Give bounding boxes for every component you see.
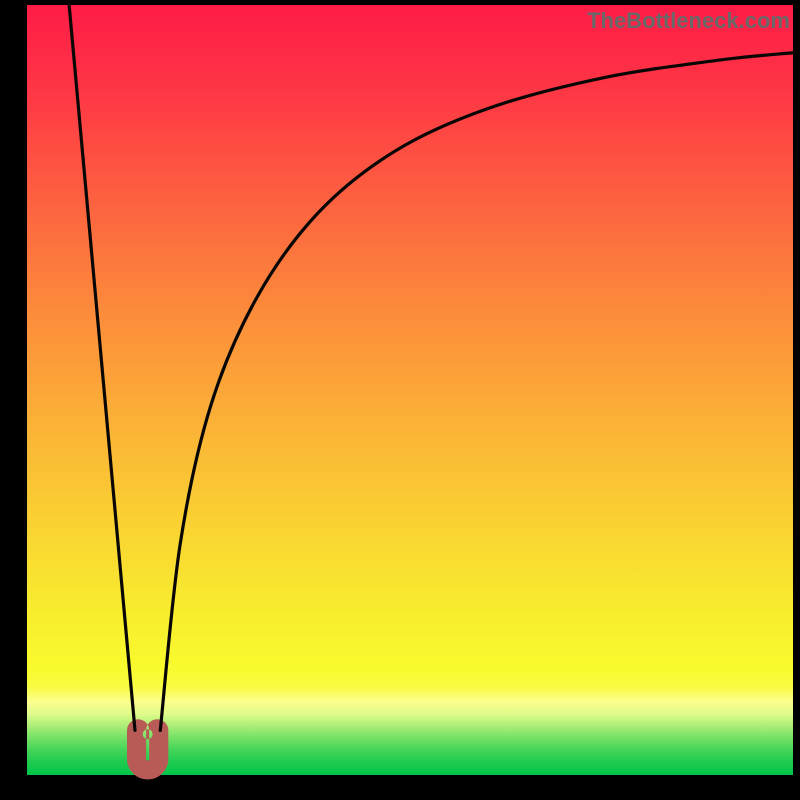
- plot-area: [27, 5, 793, 775]
- watermark-text: TheBottleneck.com: [587, 8, 790, 34]
- curve-right-branch: [160, 53, 793, 731]
- curve-left-branch: [69, 5, 135, 730]
- valley-notch-marker: [127, 719, 168, 779]
- chart-frame: TheBottleneck.com: [0, 0, 800, 800]
- bottleneck-curve: [27, 5, 793, 775]
